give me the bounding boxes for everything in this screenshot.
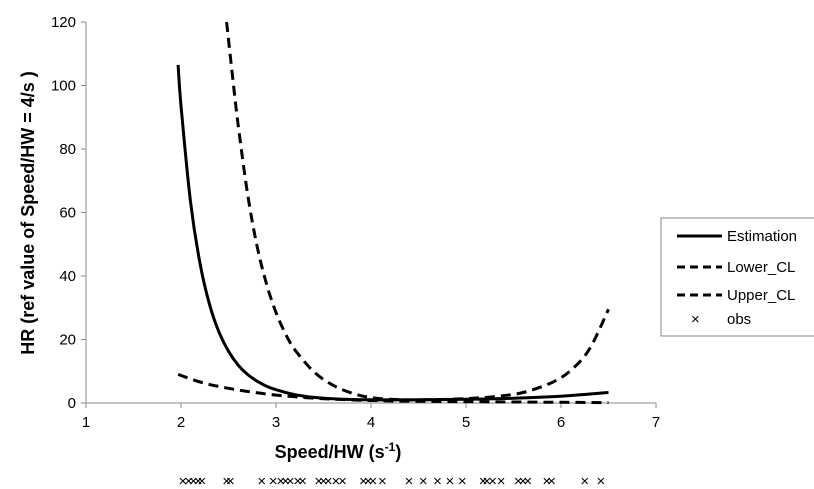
- x-ticks: 1 2 3 4 5 6 7: [82, 403, 660, 431]
- obs-mark: ×: [433, 473, 442, 489]
- y-tick-label: 120: [51, 14, 76, 31]
- obs-mark: ×: [458, 473, 467, 489]
- x-axis-title-main: Speed/HW (s: [275, 442, 385, 462]
- series-line-estimation: [176, 64, 609, 402]
- legend-label-upper-cl: Upper_CL: [727, 287, 795, 304]
- obs-mark: ×: [257, 473, 266, 489]
- obs-mark: ×: [319, 473, 328, 489]
- legend-label-lower-cl: Lower_CL: [727, 259, 795, 276]
- obs-mark: ×: [523, 473, 532, 489]
- obs-mark: ×: [226, 473, 235, 489]
- obs-mark: ×: [184, 473, 193, 489]
- obs-mark: ×: [542, 473, 551, 489]
- obs-mark: ×: [281, 473, 290, 489]
- obs-mark: ×: [364, 473, 373, 489]
- y-tick-label: 100: [51, 78, 76, 95]
- obs-mark: ×: [497, 473, 506, 489]
- obs-mark: ×: [580, 473, 589, 489]
- x-axis-title-close: ): [395, 442, 401, 462]
- obs-mark: ×: [597, 473, 606, 489]
- legend: Estimation Lower_CL Upper_CL × obs: [660, 217, 814, 337]
- obs-mark: ×: [269, 473, 278, 489]
- y-tick-label: 80: [59, 141, 76, 158]
- obs-mark: ×: [338, 473, 347, 489]
- x-tick-label: 7: [652, 414, 660, 431]
- observation-strip: ××××× ×× × ×××××× ××××× ××× × × × × × × ××× × ××× ×× × ×: [179, 473, 606, 489]
- legend-label-estimation: Estimation: [727, 228, 797, 245]
- x-axis-title: Speed/HW (s-1): [275, 440, 402, 462]
- series-group: [176, 21, 610, 405]
- obs-mark: ×: [514, 473, 523, 489]
- obs-mark: ×: [194, 473, 203, 489]
- obs-mark: ×: [189, 473, 198, 489]
- legend-box: [660, 217, 814, 337]
- obs-mark: ×: [314, 473, 323, 489]
- obs-mark: ×: [198, 473, 207, 489]
- legend-swatch-obs: ×: [691, 311, 700, 328]
- obs-mark: ×: [483, 473, 492, 489]
- x-tick-label: 4: [367, 414, 375, 431]
- x-tick-label: 6: [557, 414, 565, 431]
- obs-mark: ×: [519, 473, 528, 489]
- y-ticks: 0 20 40 60 80 100 120: [51, 14, 86, 412]
- obs-mark: ×: [378, 473, 387, 489]
- obs-mark: ×: [445, 473, 454, 489]
- x-tick-label: 3: [272, 414, 280, 431]
- obs-mark: ×: [369, 473, 378, 489]
- obs-mark: ×: [222, 473, 231, 489]
- y-tick-label: 0: [68, 395, 76, 412]
- y-tick-label: 60: [59, 205, 76, 222]
- y-tick-label: 20: [59, 332, 76, 349]
- obs-mark: ×: [298, 473, 307, 489]
- obs-mark: ×: [293, 473, 302, 489]
- obs-mark: ×: [419, 473, 428, 489]
- plot-area: 0 20 40 60 80 100 120 1 2 3 4 5 6 7: [51, 14, 660, 431]
- obs-mark: ×: [359, 473, 368, 489]
- obs-mark: ×: [488, 473, 497, 489]
- y-axis-title: HR (ref value of Speed/HW = 4/s ): [18, 71, 38, 355]
- obs-mark: ×: [479, 473, 488, 489]
- x-tick-label: 2: [177, 414, 185, 431]
- obs-mark: ×: [547, 473, 556, 489]
- obs-mark: ×: [286, 473, 295, 489]
- obs-mark: ×: [324, 473, 333, 489]
- obs-mark: ×: [405, 473, 414, 489]
- x-tick-label: 5: [462, 414, 470, 431]
- obs-mark: ×: [179, 473, 188, 489]
- obs-mark: ×: [276, 473, 285, 489]
- x-axis-title-superscript: -1: [385, 440, 396, 454]
- series-line-lower-cl: [177, 372, 609, 405]
- series-line-upper-cl: [225, 21, 610, 402]
- x-tick-label: 1: [82, 414, 90, 431]
- obs-mark: ×: [331, 473, 340, 489]
- y-tick-label: 40: [59, 268, 76, 285]
- legend-label-obs: obs: [727, 311, 751, 328]
